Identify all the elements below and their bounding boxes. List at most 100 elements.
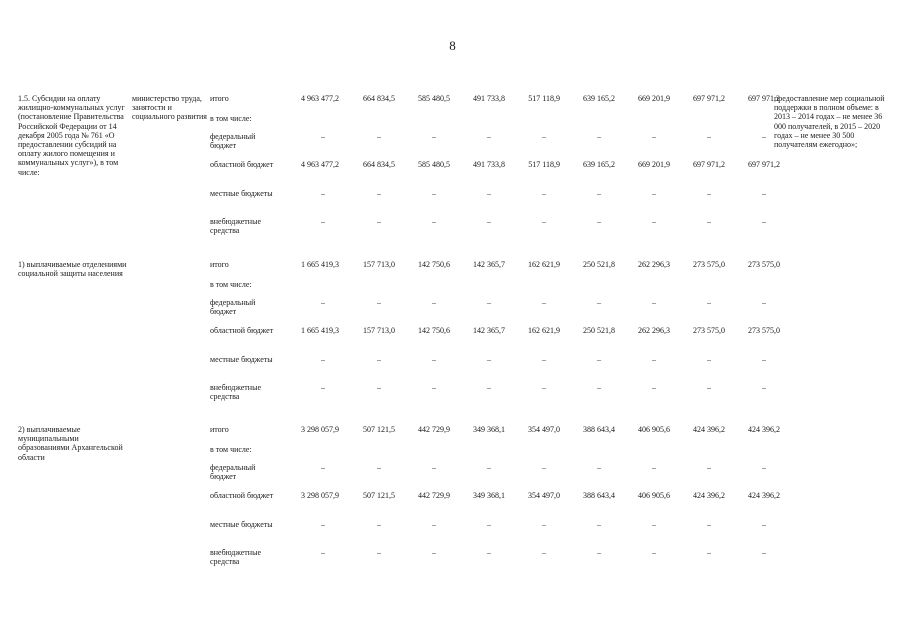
amount-cell: 3 298 057,9	[301, 425, 339, 434]
total-row: итого 1 665 419,3 157 713,0 142 750,6 142 36…	[210, 260, 780, 282]
amount-cell: 354 497,0	[528, 491, 560, 500]
amount-cell: 424 396,2	[693, 425, 725, 434]
row-label: областной бюджет	[210, 491, 274, 500]
amount-cell: –	[321, 463, 325, 472]
amount-cell: 162 621,9	[528, 326, 560, 335]
total-row: итого 3 298 057,9 507 121,5 442 729,9 349 36…	[210, 425, 780, 447]
amount-cell: 273 575,0	[693, 326, 725, 335]
amount-cell: –	[321, 520, 325, 529]
amount-cell: –	[707, 298, 711, 307]
regional-budget-row: областной бюджет 3 298 057,9 507 121,5 442 …	[210, 491, 780, 513]
row-label: итого	[210, 94, 229, 103]
amount-cell: –	[487, 132, 491, 141]
amount-cell: –	[597, 463, 601, 472]
amount-cell: –	[762, 132, 766, 141]
amount-cell: –	[487, 217, 491, 226]
amount-cell: –	[762, 383, 766, 392]
amount-cell: –	[321, 189, 325, 198]
amount-cell: 388 643,4	[583, 491, 615, 500]
amount-cell: –	[762, 548, 766, 557]
amount-cell: –	[707, 189, 711, 198]
row-label: внебюджетные средства	[210, 217, 261, 236]
amount-cell: 142 365,7	[473, 326, 505, 335]
amount-cell: –	[652, 298, 656, 307]
amount-cell: –	[432, 189, 436, 198]
amount-cell: –	[652, 189, 656, 198]
table-section: 2) выплачиваемые муниципальными образова…	[18, 425, 888, 575]
amount-cell: –	[762, 217, 766, 226]
amount-cell: –	[487, 298, 491, 307]
amount-cell: 669 201,9	[638, 160, 670, 169]
amount-cell: –	[321, 355, 325, 364]
regional-budget-row: областной бюджет 1 665 419,3 157 713,0 142 …	[210, 326, 780, 348]
amount-cell: 250 521,8	[583, 326, 615, 335]
amount-cell: –	[542, 189, 546, 198]
amount-cell: –	[707, 132, 711, 141]
amount-cell: –	[652, 520, 656, 529]
amount-cell: –	[597, 383, 601, 392]
amount-cell: –	[652, 355, 656, 364]
amount-cell: –	[542, 548, 546, 557]
amount-cell: –	[321, 217, 325, 226]
amount-cell: –	[762, 189, 766, 198]
funding-table: 1.5. Субсидии на оплату жилищно-коммунал…	[18, 94, 888, 575]
federal-budget-row: федеральный бюджет – – – – – – – – –	[210, 132, 770, 154]
amount-cell: –	[762, 463, 766, 472]
amount-cell: –	[542, 463, 546, 472]
amount-cell: 406 905,6	[638, 491, 670, 500]
amount-cell: –	[707, 383, 711, 392]
amount-cell: 142 750,6	[418, 326, 450, 335]
amount-cell: –	[377, 463, 381, 472]
amount-cell: –	[377, 383, 381, 392]
amount-cell: 250 521,8	[583, 260, 615, 269]
amount-cell: –	[542, 520, 546, 529]
amount-cell: –	[597, 548, 601, 557]
amount-cell: –	[707, 217, 711, 226]
amount-cell: 142 365,7	[473, 260, 505, 269]
row-label: внебюджетные средства	[210, 548, 261, 567]
amount-cell: 349 368,1	[473, 491, 505, 500]
amount-cell: 1 665 419,3	[301, 260, 339, 269]
measure-name: 1) выплачиваемые отделениями социальной …	[18, 260, 127, 279]
regional-budget-row: областной бюджет 4 963 477,2 664 834,5 585 …	[210, 160, 780, 182]
amount-cell: 664 834,5	[363, 160, 395, 169]
amount-cell: –	[707, 548, 711, 557]
amount-cell: 262 296,3	[638, 326, 670, 335]
amount-cell: 424 396,2	[748, 425, 780, 434]
amount-cell: –	[762, 520, 766, 529]
responsible-executor: министерство труда, занятости и социальн…	[132, 94, 207, 122]
row-label: местные бюджеты	[210, 520, 273, 529]
amount-cell: 697 971,2	[748, 160, 780, 169]
row-label: внебюджетные средства	[210, 383, 261, 402]
measure-name: 1.5. Субсидии на оплату жилищно-коммунал…	[18, 94, 125, 177]
amount-cell: 406 905,6	[638, 425, 670, 434]
amount-cell: 639 165,2	[583, 94, 615, 103]
row-label: федеральный бюджет	[210, 463, 256, 482]
amount-cell: 517 118,9	[528, 94, 560, 103]
amount-cell: –	[487, 355, 491, 364]
amount-cell: 517 118,9	[528, 160, 560, 169]
amount-cell: 157 713,0	[363, 326, 395, 335]
amount-cell: 162 621,9	[528, 260, 560, 269]
table-section: 1) выплачиваемые отделениями социальной …	[18, 260, 888, 425]
amount-cell: 697 971,2	[693, 160, 725, 169]
including-row: в том числе:	[210, 280, 770, 302]
amount-cell: 157 713,0	[363, 260, 395, 269]
total-row: итого 4 963 477,2 664 834,5 585 480,5 491 73…	[210, 94, 780, 116]
amount-cell: –	[377, 548, 381, 557]
amount-cell: 388 643,4	[583, 425, 615, 434]
row-label: в том числе:	[210, 445, 252, 454]
amount-cell: 507 121,5	[363, 491, 395, 500]
amount-cell: 1 665 419,3	[301, 326, 339, 335]
amount-cell: –	[432, 132, 436, 141]
amount-cell: 4 963 477,2	[301, 94, 339, 103]
amount-cell: 273 575,0	[748, 260, 780, 269]
amount-cell: –	[432, 548, 436, 557]
federal-budget-row: федеральный бюджет – – – – – – – – –	[210, 298, 770, 320]
row-label: областной бюджет	[210, 326, 274, 335]
amount-cell: –	[542, 355, 546, 364]
extra-budgetary-row: внебюджетные средства – – – – – – – – –	[210, 548, 770, 570]
amount-cell: 585 480,5	[418, 94, 450, 103]
row-label: местные бюджеты	[210, 189, 273, 198]
amount-cell: –	[597, 132, 601, 141]
